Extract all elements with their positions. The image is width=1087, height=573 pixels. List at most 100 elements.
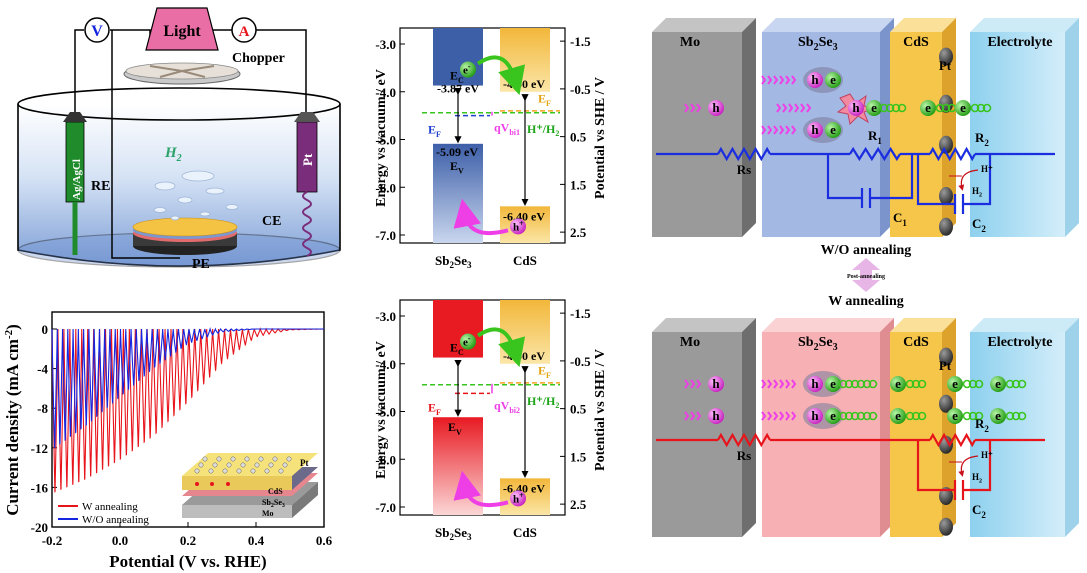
- electron-icon: [460, 333, 476, 350]
- inset-pt-particle: [198, 462, 204, 468]
- electron-icon: [825, 376, 841, 392]
- inset-pt-particle: [250, 468, 256, 474]
- cds-layer-side: [942, 18, 956, 237]
- carrier-flow-ring: [885, 103, 895, 113]
- sb2se3-label: Sb2Se3: [798, 35, 838, 53]
- band-cds-label: CdS: [513, 253, 537, 268]
- hole-icon: [708, 100, 724, 116]
- electrolyte-layer-top: [970, 18, 1079, 32]
- qvbi-label: qVbi1: [494, 121, 520, 138]
- jv-y-tick-label: -16: [31, 480, 49, 495]
- inset-pt-particle: [222, 468, 228, 474]
- hole-transfer-arrow: [453, 470, 509, 508]
- voltmeter-label: V: [91, 23, 103, 40]
- inset-pt-particle: [240, 462, 246, 468]
- carrier-flow-chevron: [779, 125, 785, 135]
- carrier-flow-ring: [911, 379, 921, 389]
- circuit-wire: [916, 440, 955, 492]
- electron-icon-label: e: [895, 376, 901, 391]
- band-left-tick-label: -3.0: [375, 309, 396, 324]
- band-right-tick-label: -0.5: [570, 82, 591, 97]
- sb2se3-ec-value: -3.87 eV: [437, 82, 479, 96]
- band-sb2se3-label: Sb2Se3: [435, 253, 472, 270]
- pt-particle-icon: [939, 517, 953, 536]
- electron-transfer-arrow: [476, 55, 526, 96]
- carrier-flow-ring: [862, 411, 872, 421]
- rs-label: Rs: [737, 448, 751, 463]
- sb2se3-conduction-band: [433, 28, 483, 86]
- band-left-axis-label: Energy vs vacuum / eV: [374, 341, 389, 479]
- band-right-tick-label: 0.5: [570, 130, 587, 145]
- pe-label: PE: [192, 257, 210, 272]
- inset-pt-particle: [194, 468, 200, 474]
- band-sb2se3-label: Sb2Se3: [435, 525, 472, 542]
- electrolyte-layer-side: [1065, 318, 1079, 537]
- jv-series-w-annealing: [51, 327, 324, 493]
- electron-icon-label: e: [871, 100, 877, 115]
- carrier-flow-chevron: [684, 103, 690, 113]
- jv-y-tick-label: -12: [31, 441, 48, 456]
- band-right-tick-label: 2.5: [570, 497, 587, 512]
- hole-icon: [807, 122, 823, 138]
- hole-icon-label: h: [852, 100, 860, 115]
- carrier-flow-chevron: [696, 103, 702, 113]
- pt-particle-icon: [939, 435, 953, 454]
- electron-icon: [955, 100, 971, 116]
- carrier-flow-ring: [911, 411, 921, 421]
- sb2se3-layer-top: [762, 18, 894, 32]
- inset-pt-particle: [272, 456, 278, 462]
- carrier-flow-ring: [850, 411, 860, 421]
- carrier-flow-chevron: [696, 411, 702, 421]
- carrier-flow-ring: [941, 103, 951, 113]
- carrier-flow-chevron: [785, 379, 791, 389]
- qvbi-label: qVbi2: [494, 398, 520, 415]
- electron-icon: [825, 122, 841, 138]
- pt-particle-icon: [939, 187, 953, 205]
- h2-product-label: H2: [972, 472, 982, 485]
- pt-label: Pt: [939, 358, 952, 373]
- electron-icon: [825, 72, 841, 88]
- pt-coil-icon: [302, 191, 312, 257]
- carrier-flow-ring: [968, 411, 978, 421]
- carrier-flow-chevron: [791, 411, 797, 421]
- carrier-flow-chevron: [779, 75, 785, 85]
- carrier-flow-chevron: [690, 411, 696, 421]
- jv-series-wo-annealing: [51, 326, 324, 449]
- carrier-flow-chevron: [788, 103, 794, 113]
- carrier-flow-ring: [868, 411, 878, 421]
- electron-label: e-: [463, 62, 471, 76]
- circuit-wire: [826, 154, 862, 200]
- sb2se3-ec-label: EC: [450, 341, 464, 358]
- carrier-flow-chevron: [684, 411, 690, 421]
- hplus-label: H⁺: [981, 450, 993, 460]
- legend-wo-annealing: W/O annealing: [82, 514, 149, 526]
- band-diagram-with-annealing: -3.0 -4.0 -5.0 -6.0 -7.0 -1.5 -0.5 0.5 1.5 2.5 Ene…: [374, 299, 608, 542]
- carrier-flow-chevron: [791, 379, 797, 389]
- jv-y-tick-label: -20: [31, 520, 48, 535]
- hole-label: h+: [513, 491, 524, 505]
- cds-layer-top: [890, 318, 956, 332]
- electrolyte-label: Electrolyte: [987, 335, 1052, 350]
- inset-cds-label: CdS: [268, 487, 283, 496]
- carrier-flow-ring: [968, 379, 978, 389]
- carrier-flow-ring: [838, 379, 848, 389]
- cds-ef-label: EF: [538, 363, 551, 380]
- band-right-tick-label: -1.5: [570, 34, 591, 49]
- carrier-flow-chevron: [806, 103, 812, 113]
- carrier-flow-chevron: [782, 103, 788, 113]
- electrolyte-label: Electrolyte: [987, 35, 1052, 50]
- sb2se3-label: Sb2Se3: [798, 335, 838, 353]
- r2-resistor-icon: [929, 146, 976, 162]
- electron-icon-label: e: [995, 376, 1001, 391]
- cds-label: CdS: [903, 35, 929, 50]
- sb2se3-ev-value: -5.09 eV: [436, 145, 478, 159]
- sb2se3-ef-label: EF: [428, 123, 441, 140]
- inset-pt-particle: [268, 462, 274, 468]
- r1-label: R1: [868, 128, 882, 146]
- electron-icon-label: e: [925, 100, 931, 115]
- hole-icon: [807, 376, 823, 392]
- electron-icon: [947, 376, 963, 392]
- carrier-flow-chevron: [785, 75, 791, 85]
- cds-layer-top: [890, 18, 956, 32]
- carrier-flow-chevron: [684, 379, 690, 389]
